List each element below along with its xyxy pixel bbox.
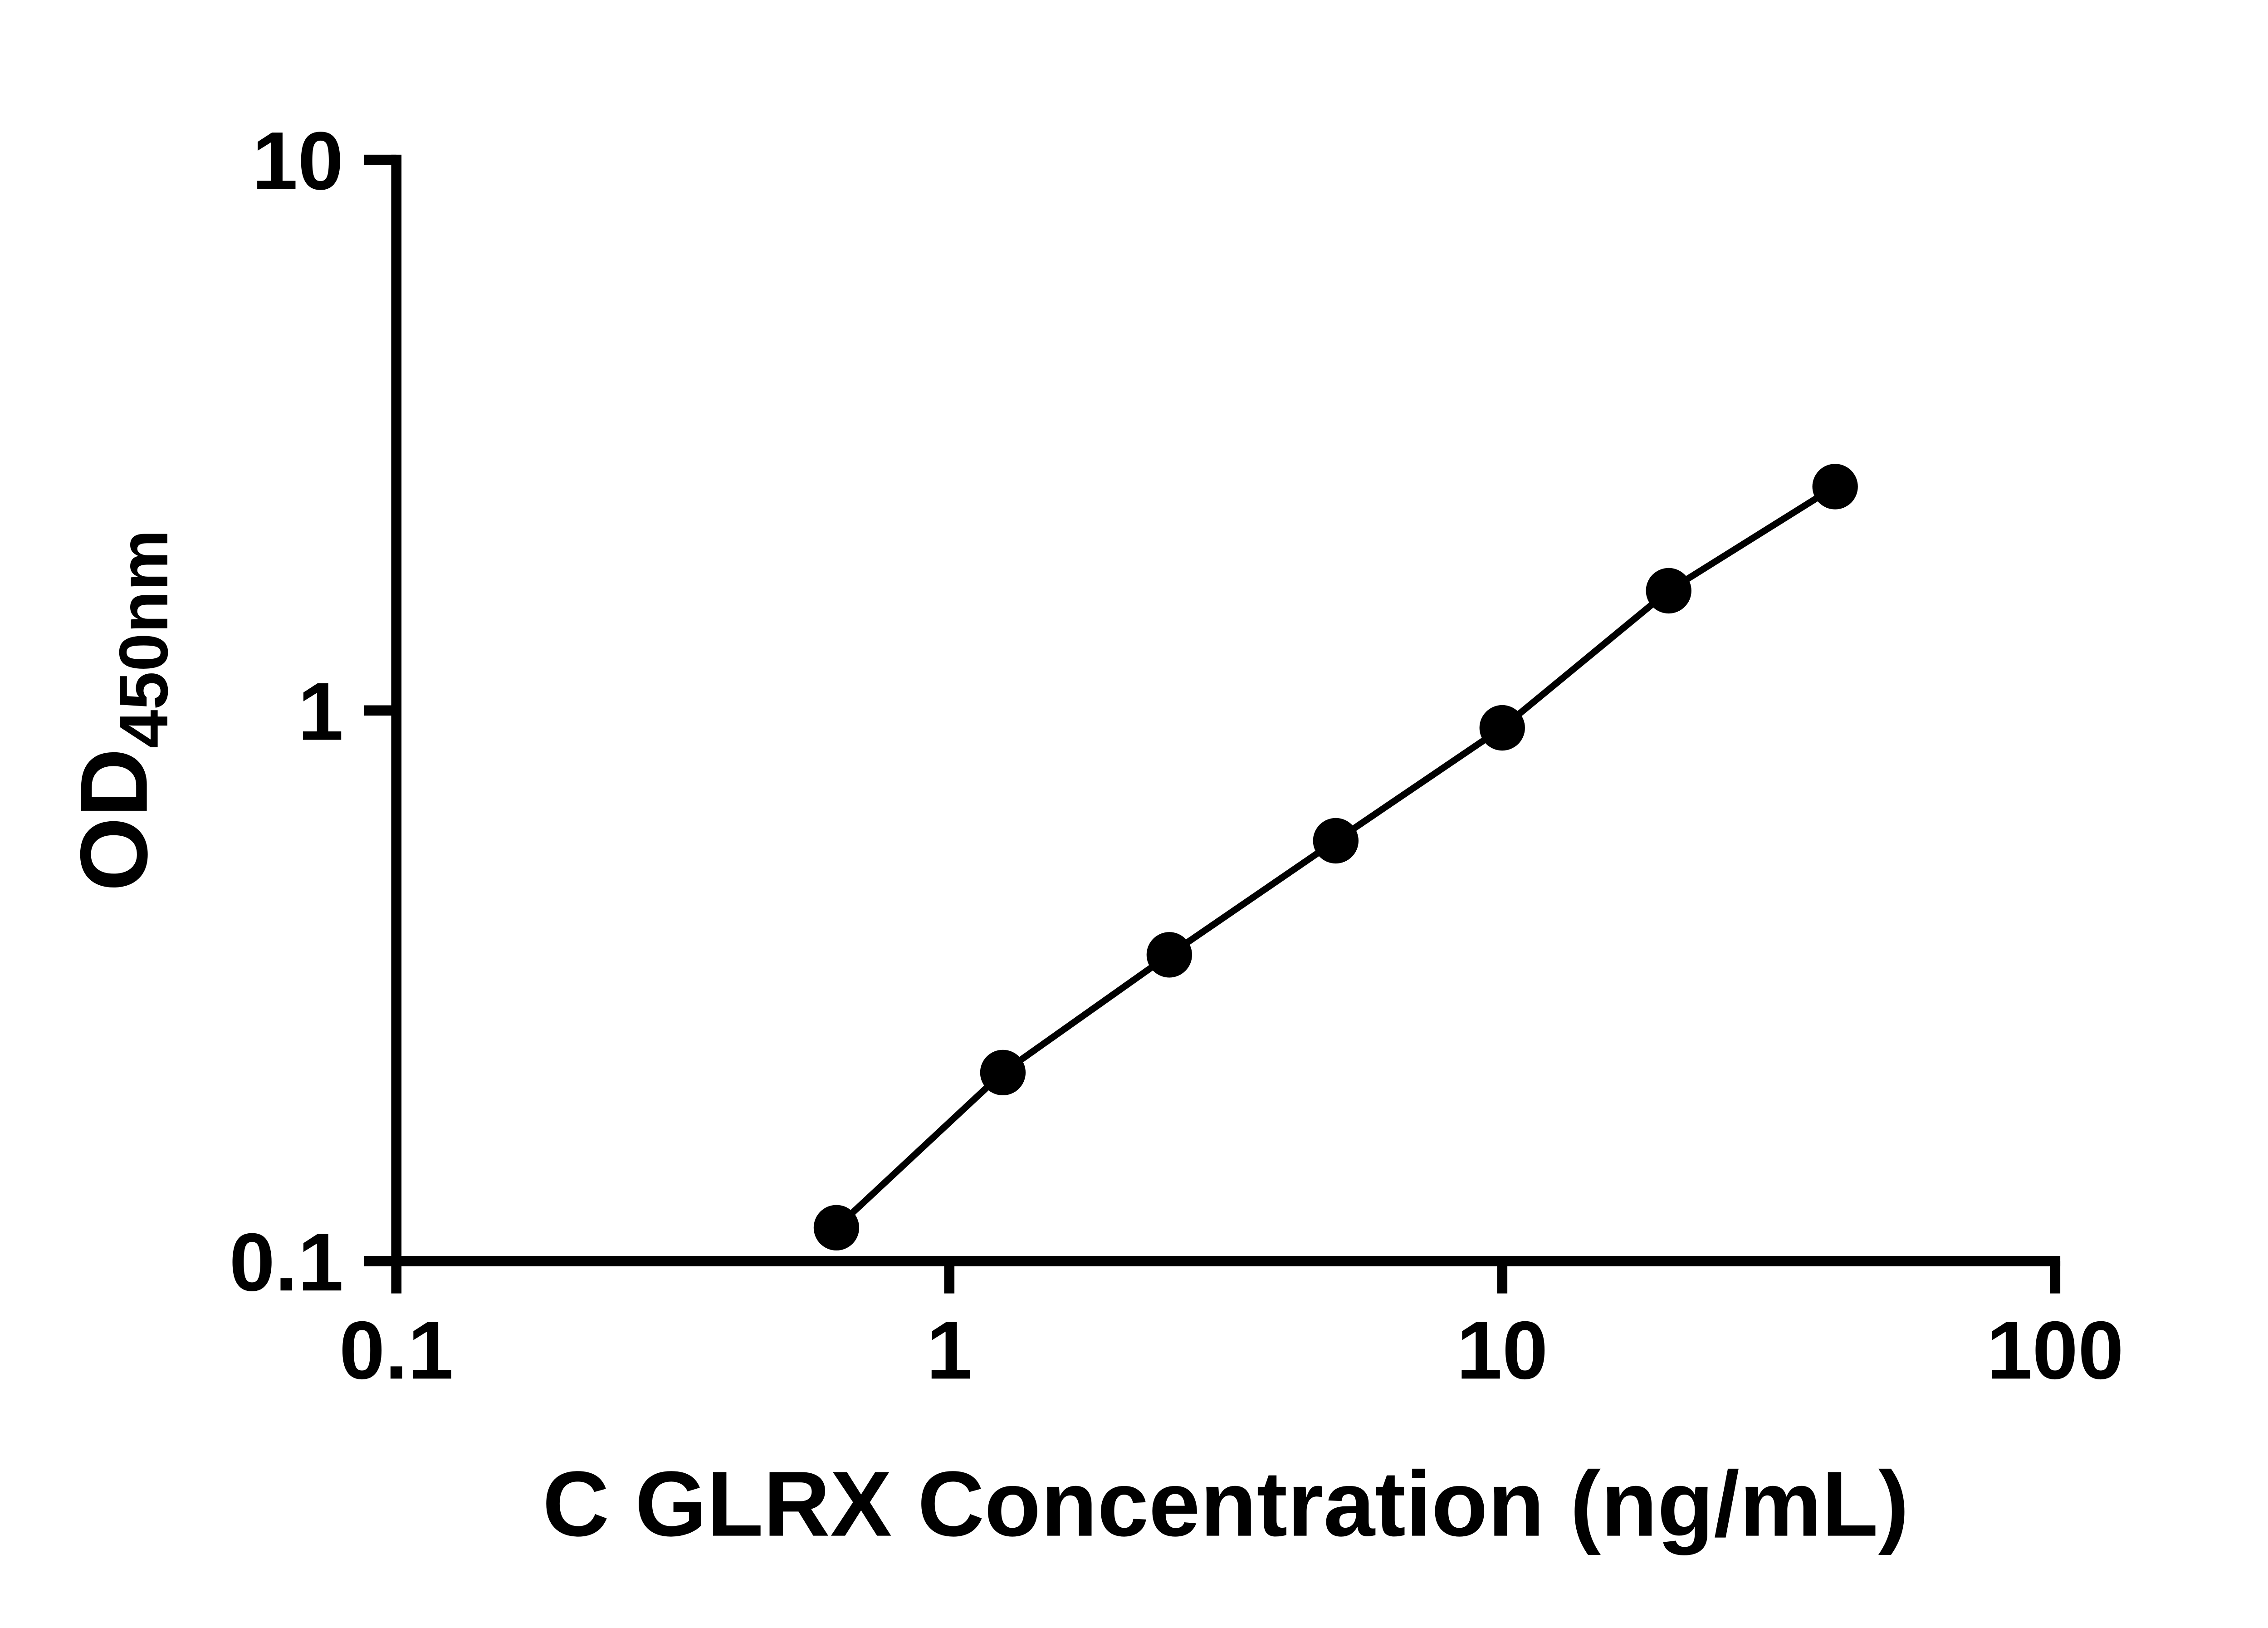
series-group bbox=[813, 464, 1858, 1250]
y-tick-label: 10 bbox=[252, 115, 344, 207]
y-axis-title-main: OD bbox=[61, 748, 167, 892]
data-point bbox=[1646, 568, 1691, 614]
data-point bbox=[980, 1049, 1026, 1096]
data-point bbox=[1479, 705, 1525, 751]
x-tick-label: 100 bbox=[1987, 1304, 2124, 1396]
data-point bbox=[1313, 818, 1359, 864]
x-tick-label: 1 bbox=[926, 1304, 972, 1396]
axes-group: 0.1 1 10 100 0.1 1 10 bbox=[229, 115, 2124, 1396]
data-point bbox=[1812, 464, 1858, 510]
data-point bbox=[1146, 932, 1193, 978]
y-tick-label: 1 bbox=[298, 666, 343, 758]
y-tick-label: 0.1 bbox=[229, 1216, 343, 1308]
y-axis-title-sub: 450nm bbox=[105, 530, 182, 748]
x-tick-label: 10 bbox=[1457, 1304, 1548, 1396]
x-axis-title: C GLRX Concentration (ng/mL) bbox=[543, 1452, 1909, 1556]
y-axis-title: OD450nm bbox=[61, 530, 182, 891]
x-tick-label: 0.1 bbox=[339, 1304, 454, 1396]
data-point bbox=[813, 1205, 860, 1250]
